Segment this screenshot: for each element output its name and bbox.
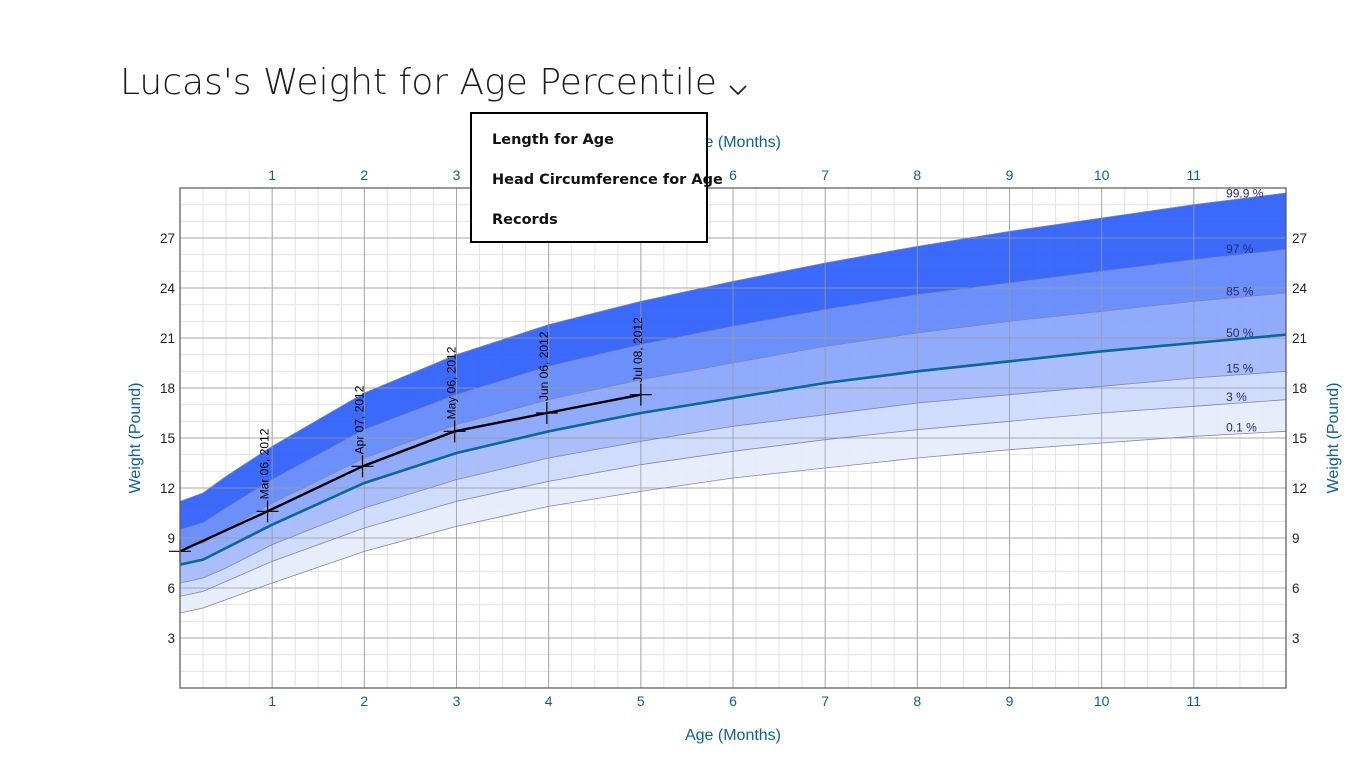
y-tick-label-left: 18	[160, 381, 175, 396]
percentile-label: 50 %	[1226, 326, 1254, 340]
x-tick-label-top: 11	[1187, 167, 1202, 183]
measurement-date-label: Apr 07, 2012	[352, 385, 366, 454]
percentile-band	[180, 371, 1286, 597]
x-tick-label-bottom: 8	[913, 693, 921, 709]
x-tick-label-top: 2	[360, 167, 368, 183]
menu-item-length-for-age[interactable]: Length for Age	[492, 132, 614, 148]
x-tick-label-bottom: 2	[360, 693, 368, 709]
measurement-line	[179, 393, 642, 553]
y-tick-label-right: 24	[1292, 281, 1308, 296]
y-tick-label-right: 12	[1292, 481, 1307, 496]
y-tick-label-right: 6	[1292, 581, 1300, 596]
y-tick-label-left: 9	[167, 531, 175, 546]
x-tick-label-top: 1	[268, 167, 276, 183]
chart-selector-title[interactable]: Lucas's Weight for Age Percentile	[120, 62, 747, 105]
percentile-band	[180, 399, 1286, 613]
percentile-label: 3 %	[1226, 390, 1247, 404]
x-tick-label-bottom: 6	[729, 693, 737, 709]
x-tick-label-top: 3	[453, 167, 461, 183]
x-axis-label-bottom: Age (Months)	[685, 727, 781, 744]
y-tick-label-left: 15	[160, 431, 175, 446]
x-tick-label-top: 8	[913, 167, 921, 183]
percentile-line	[179, 430, 1287, 614]
x-tick-label-top: 6	[729, 167, 737, 183]
y-tick-label-right: 21	[1292, 331, 1307, 346]
median-line	[179, 333, 1287, 566]
percentile-line	[179, 399, 1287, 597]
y-tick-label-left: 27	[160, 231, 175, 246]
x-tick-label-bottom: 9	[1006, 693, 1014, 709]
y-tick-label-right: 27	[1292, 231, 1307, 246]
percentile-line	[179, 249, 1287, 531]
y-tick-label-left: 6	[167, 581, 175, 596]
percentile-labels: 0.1 % 3 % 15 % 50 % 85 % 97 % 99.9 %	[1226, 187, 1264, 435]
percentile-line	[179, 192, 1287, 502]
x-tick-label-bottom: 1	[268, 693, 276, 709]
chart-type-menu: Length for Age Head Circumference for Ag…	[470, 112, 723, 243]
measurement-date-label: Mar 06, 2012	[258, 428, 272, 499]
menu-item-records[interactable]: Records	[492, 212, 558, 228]
y-tick-label-left: 12	[160, 481, 175, 496]
measurement-date-label: Jun 06, 2012	[537, 331, 551, 401]
major-grid	[180, 188, 1286, 688]
x-axis-label-top: Age (Months)	[685, 134, 781, 151]
x-tick-label-top: 10	[1094, 167, 1110, 183]
page-title: Lucas's Weight for Age Percentile	[120, 62, 717, 103]
menu-item-head-circumference-for-age[interactable]: Head Circumference for Age	[492, 172, 723, 188]
percentile-line	[179, 292, 1287, 549]
y-tick-label-right: 18	[1292, 381, 1307, 396]
chevron-down-icon	[729, 64, 747, 105]
x-tick-label-top: 7	[821, 167, 829, 183]
y-tick-label-right: 15	[1292, 431, 1307, 446]
percentile-label: 97 %	[1226, 242, 1254, 256]
measurement-date-label: Jul 08, 2012	[631, 317, 645, 383]
x-tick-label-bottom: 10	[1094, 693, 1110, 709]
y-tick-label-right: 9	[1292, 531, 1300, 546]
measurement-series: Mar 06, 2012 Apr 07, 2012 May 06, 2012 Jun …	[169, 317, 652, 563]
x-tick-label-bottom: 4	[545, 693, 553, 709]
percentile-line	[179, 370, 1287, 584]
percentile-band	[180, 334, 1286, 583]
percentile-label: 0.1 %	[1226, 421, 1257, 435]
percentile-band	[180, 249, 1286, 548]
y-axis-label-left: Weight (Pound)	[127, 383, 144, 494]
plot-frame	[179, 187, 1287, 689]
percentile-label: 99.9 %	[1226, 187, 1264, 201]
percentile-lines	[179, 192, 1287, 614]
percentile-label: 85 %	[1226, 284, 1254, 298]
y-tick-label-right: 3	[1292, 631, 1300, 646]
x-tick-label-bottom: 3	[453, 693, 461, 709]
y-tick-label-left: 3	[167, 631, 175, 646]
axes	[179, 187, 1287, 689]
measurement-date-label: May 06, 2012	[445, 346, 459, 419]
x-tick-label-bottom: 5	[637, 693, 645, 709]
percentile-label: 15 %	[1226, 362, 1254, 376]
x-tick-label-bottom: 7	[821, 693, 829, 709]
y-tick-label-left: 21	[160, 331, 175, 346]
y-tick-label-left: 24	[160, 281, 176, 296]
x-tick-label-top: 9	[1006, 167, 1014, 183]
y-axis-label-right: Weight (Pound)	[1325, 383, 1342, 494]
x-tick-label-bottom: 11	[1187, 693, 1202, 709]
tick-labels: 1122334455667788991010111133669912121515…	[160, 167, 1308, 709]
